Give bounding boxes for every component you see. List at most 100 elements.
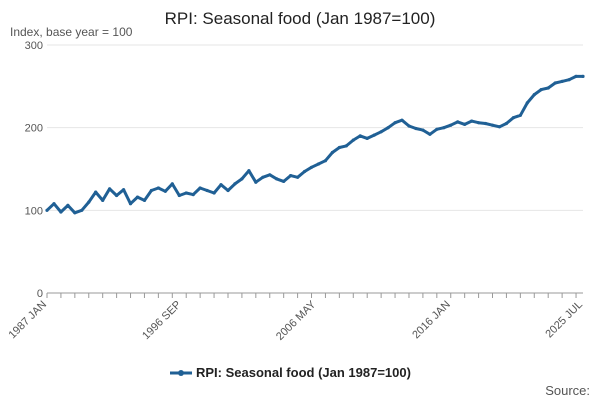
data-point (233, 182, 237, 186)
y-axis: 0 100 200 300 (25, 40, 43, 300)
x-tick-label: 2025 JUL (543, 299, 585, 341)
series-layer (45, 74, 585, 215)
data-point (546, 86, 550, 90)
data-point (421, 128, 425, 132)
data-point (351, 138, 355, 142)
data-point (240, 177, 244, 181)
data-point (560, 79, 564, 83)
data-point (163, 189, 167, 193)
data-point (289, 174, 293, 178)
data-point (400, 118, 404, 122)
data-point (52, 202, 56, 206)
data-point (442, 126, 446, 130)
data-point (261, 175, 265, 179)
data-point (490, 123, 495, 127)
data-point (219, 183, 223, 187)
data-point (205, 188, 209, 193)
data-point (393, 121, 397, 125)
data-point (184, 191, 188, 195)
data-point (518, 113, 523, 117)
data-point (149, 188, 153, 193)
data-point (254, 180, 258, 184)
legend-swatch-dot (178, 370, 184, 376)
data-point (177, 193, 181, 198)
data-point (128, 202, 133, 206)
data-point (358, 134, 362, 138)
x-tick-label: 1987 JAN (6, 299, 49, 342)
data-point (323, 159, 327, 163)
data-point (191, 193, 195, 197)
gridlines (47, 44, 583, 294)
data-point (135, 195, 140, 199)
data-point (282, 179, 286, 183)
data-point (511, 116, 515, 120)
chart-subtitle: Index, base year = 100 (10, 25, 133, 39)
data-point (372, 133, 376, 137)
data-point (122, 188, 126, 192)
data-point (275, 177, 279, 181)
data-point (309, 165, 314, 169)
data-point (497, 125, 502, 129)
data-point (581, 74, 585, 78)
data-point (414, 126, 418, 131)
y-tick-label: 100 (25, 205, 43, 217)
x-tick-label: 1996 SEP (140, 299, 184, 343)
data-point (212, 191, 216, 195)
data-point (386, 126, 390, 130)
data-point (477, 121, 481, 125)
data-point (66, 203, 70, 207)
y-tick-label: 300 (25, 40, 43, 52)
data-point (344, 144, 348, 148)
data-point (268, 173, 272, 177)
data-point (365, 136, 369, 140)
data-point (539, 88, 543, 92)
legend-label: RPI: Seasonal food (Jan 1987=100) (196, 365, 411, 380)
data-point (470, 119, 474, 123)
chart-title: RPI: Seasonal food (Jan 1987=100) (165, 9, 436, 28)
data-point (59, 210, 63, 214)
data-point (532, 93, 536, 97)
data-point (316, 162, 321, 166)
data-point (142, 198, 147, 202)
y-tick-label: 0 (37, 288, 43, 300)
data-point (73, 211, 77, 215)
data-point (379, 130, 383, 134)
x-tick-label: 2016 JAN (410, 299, 453, 342)
data-point (156, 186, 160, 190)
data-point (463, 122, 467, 126)
data-point (435, 127, 439, 131)
data-point (101, 198, 105, 202)
data-point (407, 124, 411, 128)
data-point (226, 188, 230, 193)
data-point (504, 121, 508, 126)
data-point (525, 101, 529, 105)
data-point (449, 123, 453, 127)
data-point (87, 200, 91, 204)
data-point (483, 121, 488, 126)
data-point (303, 169, 307, 174)
data-point (296, 175, 300, 179)
data-point (553, 81, 557, 85)
source-label: Source: (545, 383, 590, 398)
x-tick-label: 2006 MAY (274, 298, 319, 343)
data-point (428, 132, 432, 136)
data-point (94, 190, 98, 194)
y-tick-label: 200 (25, 123, 43, 135)
data-point (45, 208, 49, 212)
data-point (337, 145, 341, 150)
data-point (330, 150, 334, 155)
data-point (198, 186, 202, 190)
data-point (456, 120, 460, 124)
data-point (108, 187, 112, 191)
series-line (45, 74, 585, 215)
legend: RPI: Seasonal food (Jan 1987=100) (170, 365, 411, 380)
data-point (170, 182, 174, 186)
data-point (247, 169, 251, 173)
data-point (80, 208, 84, 212)
data-point (115, 193, 119, 198)
data-point (574, 74, 578, 78)
x-axis: 1987 JAN 1996 SEP 2006 MAY 2016 JAN 2025 JUL (6, 293, 585, 343)
data-point (567, 78, 571, 82)
